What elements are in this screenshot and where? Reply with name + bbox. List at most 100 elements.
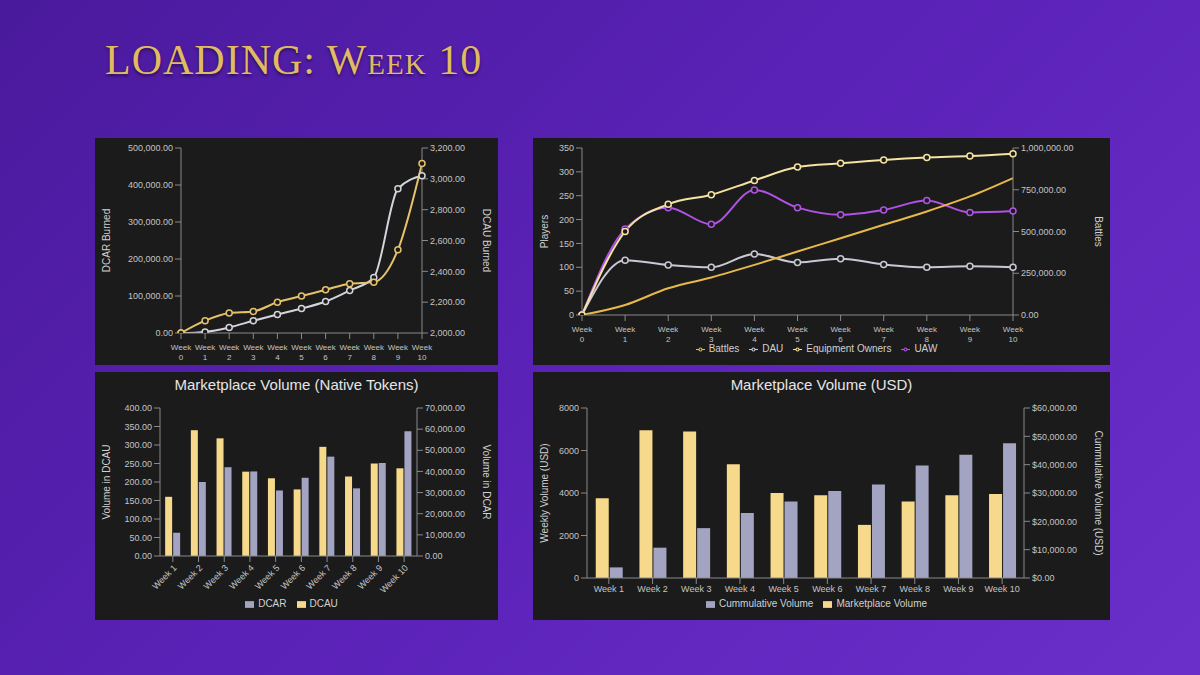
- svg-text:500,000.00: 500,000.00: [1021, 227, 1066, 237]
- svg-text:$10,000.00: $10,000.00: [1032, 545, 1077, 555]
- svg-text:150.00: 150.00: [124, 496, 152, 506]
- svg-text:Week2: Week2: [219, 343, 240, 362]
- svg-text:0.00: 0.00: [425, 551, 443, 561]
- svg-text:Week 8: Week 8: [900, 584, 930, 594]
- svg-text:2,200.00: 2,200.00: [430, 297, 465, 307]
- svg-text:100,000.00: 100,000.00: [128, 291, 173, 301]
- svg-text:Week10: Week10: [412, 343, 433, 362]
- svg-text:0.00: 0.00: [155, 328, 173, 338]
- svg-text:4000: 4000: [559, 488, 579, 498]
- svg-text:0: 0: [569, 310, 574, 320]
- svg-text:Week 10: Week 10: [378, 563, 410, 595]
- svg-text:Week4: Week4: [267, 343, 288, 362]
- svg-text:3,000.00: 3,000.00: [430, 174, 465, 184]
- svg-text:$50,000.00: $50,000.00: [1032, 432, 1077, 442]
- svg-text:250,000.00: 250,000.00: [1021, 268, 1066, 278]
- svg-text:Week9: Week9: [960, 325, 981, 344]
- svg-text:Volume in DCAU: Volume in DCAU: [101, 444, 112, 519]
- svg-text:Week 3: Week 3: [202, 563, 231, 592]
- svg-text:$30,000.00: $30,000.00: [1032, 488, 1077, 498]
- svg-text:50: 50: [564, 286, 574, 296]
- svg-text:Week8: Week8: [364, 343, 385, 362]
- svg-text:Week 7: Week 7: [304, 563, 333, 592]
- svg-text:200: 200: [559, 215, 574, 225]
- svg-text:6000: 6000: [559, 446, 579, 456]
- svg-text:Week5: Week5: [787, 325, 808, 344]
- svg-text:Week 2: Week 2: [637, 584, 667, 594]
- svg-text:Week 2: Week 2: [176, 563, 205, 592]
- svg-text:Week 1: Week 1: [594, 584, 624, 594]
- svg-text:300: 300: [559, 167, 574, 177]
- svg-text:Week 4: Week 4: [725, 584, 755, 594]
- svg-text:Week 5: Week 5: [768, 584, 798, 594]
- svg-text:300.00: 300.00: [124, 440, 152, 450]
- svg-text:$60,000.00: $60,000.00: [1032, 403, 1077, 413]
- svg-text:Week6: Week6: [830, 325, 851, 344]
- svg-text:0: 0: [574, 573, 579, 583]
- svg-text:2,400.00: 2,400.00: [430, 267, 465, 277]
- svg-text:$0.00: $0.00: [1032, 573, 1055, 583]
- svg-text:$20,000.00: $20,000.00: [1032, 517, 1077, 527]
- svg-text:2,800.00: 2,800.00: [430, 205, 465, 215]
- svg-text:0.00: 0.00: [1021, 310, 1039, 320]
- svg-text:Week0: Week0: [572, 325, 593, 344]
- svg-text:30,000.00: 30,000.00: [425, 488, 465, 498]
- svg-text:50.00: 50.00: [129, 533, 152, 543]
- svg-text:Week9: Week9: [388, 343, 409, 362]
- svg-text:Week5: Week5: [291, 343, 312, 362]
- svg-text:350.00: 350.00: [124, 422, 152, 432]
- svg-text:Week7: Week7: [874, 325, 895, 344]
- svg-text:Week4: Week4: [744, 325, 765, 344]
- svg-text:50,000.00: 50,000.00: [425, 445, 465, 455]
- svg-text:Battles: Battles: [1093, 216, 1104, 247]
- svg-text:DCAU Burned: DCAU Burned: [481, 209, 492, 272]
- svg-text:Week 10: Week 10: [984, 584, 1019, 594]
- svg-text:100.00: 100.00: [124, 514, 152, 524]
- svg-text:Week6: Week6: [315, 343, 336, 362]
- svg-text:70,000.00: 70,000.00: [425, 403, 465, 413]
- svg-text:200,000.00: 200,000.00: [128, 254, 173, 264]
- svg-text:Week 5: Week 5: [253, 563, 282, 592]
- svg-text:Week1: Week1: [195, 343, 216, 362]
- svg-text:300,000.00: 300,000.00: [128, 217, 173, 227]
- svg-text:350: 350: [559, 143, 574, 153]
- svg-text:8000: 8000: [559, 403, 579, 413]
- svg-text:20,000.00: 20,000.00: [425, 509, 465, 519]
- svg-text:400.00: 400.00: [124, 403, 152, 413]
- svg-text:Week3: Week3: [701, 325, 722, 344]
- svg-text:Volume in DCAR: Volume in DCAR: [481, 444, 492, 519]
- svg-text:Week 7: Week 7: [856, 584, 886, 594]
- svg-text:750,000.00: 750,000.00: [1021, 185, 1066, 195]
- svg-text:3,200.00: 3,200.00: [430, 143, 465, 153]
- svg-text:1,000,000.00: 1,000,000.00: [1021, 143, 1074, 153]
- svg-text:Players: Players: [539, 215, 550, 248]
- svg-text:Week10: Week10: [1003, 325, 1024, 344]
- svg-text:60,000.00: 60,000.00: [425, 424, 465, 434]
- svg-text:Week8: Week8: [917, 325, 938, 344]
- svg-text:Weekly Volume (USD): Weekly Volume (USD): [539, 443, 550, 542]
- svg-text:150: 150: [559, 239, 574, 249]
- svg-text:Week 8: Week 8: [330, 563, 359, 592]
- svg-text:2,600.00: 2,600.00: [430, 236, 465, 246]
- svg-text:Week 9: Week 9: [943, 584, 973, 594]
- svg-text:Week1: Week1: [615, 325, 636, 344]
- svg-text:Cummulative Volume (USD): Cummulative Volume (USD): [1093, 430, 1104, 555]
- svg-text:100: 100: [559, 262, 574, 272]
- svg-text:Week2: Week2: [658, 325, 679, 344]
- svg-text:250: 250: [559, 191, 574, 201]
- svg-text:250.00: 250.00: [124, 459, 152, 469]
- svg-text:2,000.00: 2,000.00: [430, 328, 465, 338]
- svg-text:400,000.00: 400,000.00: [128, 180, 173, 190]
- svg-text:0.00: 0.00: [134, 551, 152, 561]
- svg-text:Week 1: Week 1: [150, 563, 179, 592]
- svg-text:Week 3: Week 3: [681, 584, 711, 594]
- svg-text:40,000.00: 40,000.00: [425, 467, 465, 477]
- svg-text:200.00: 200.00: [124, 477, 152, 487]
- svg-text:Week 6: Week 6: [279, 563, 308, 592]
- svg-text:Week 6: Week 6: [812, 584, 842, 594]
- svg-text:2000: 2000: [559, 531, 579, 541]
- svg-text:DCAR Burned: DCAR Burned: [101, 209, 112, 272]
- svg-text:$40,000.00: $40,000.00: [1032, 460, 1077, 470]
- svg-text:Week7: Week7: [340, 343, 361, 362]
- svg-text:10,000.00: 10,000.00: [425, 530, 465, 540]
